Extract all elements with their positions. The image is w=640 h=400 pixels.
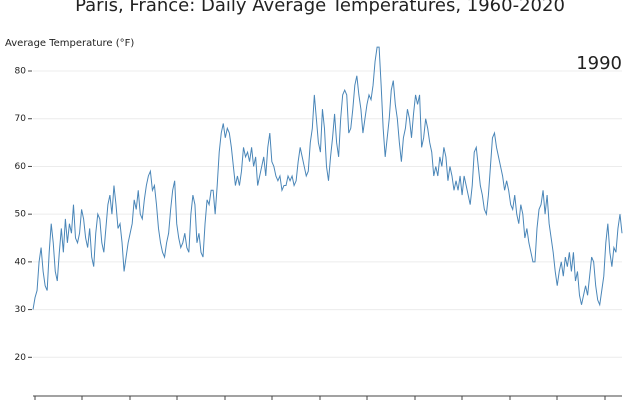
- y-tick-label: 50: [15, 210, 27, 220]
- y-tick-label: 80: [15, 67, 27, 77]
- y-tick-label: 70: [15, 114, 27, 124]
- y-tick-label: 40: [15, 257, 27, 267]
- y-tick-label: 20: [15, 353, 27, 363]
- chart-title: Paris, France: Daily Average Temperature…: [75, 0, 565, 16]
- y-tick-label: 60: [15, 162, 27, 172]
- temperature-line: [32, 46, 623, 310]
- y-axis-label: Average Temperature (°F): [5, 38, 134, 49]
- year-annotation: 1990: [576, 53, 622, 74]
- y-tick-label: 30: [15, 305, 27, 315]
- x-axis: [33, 395, 622, 400]
